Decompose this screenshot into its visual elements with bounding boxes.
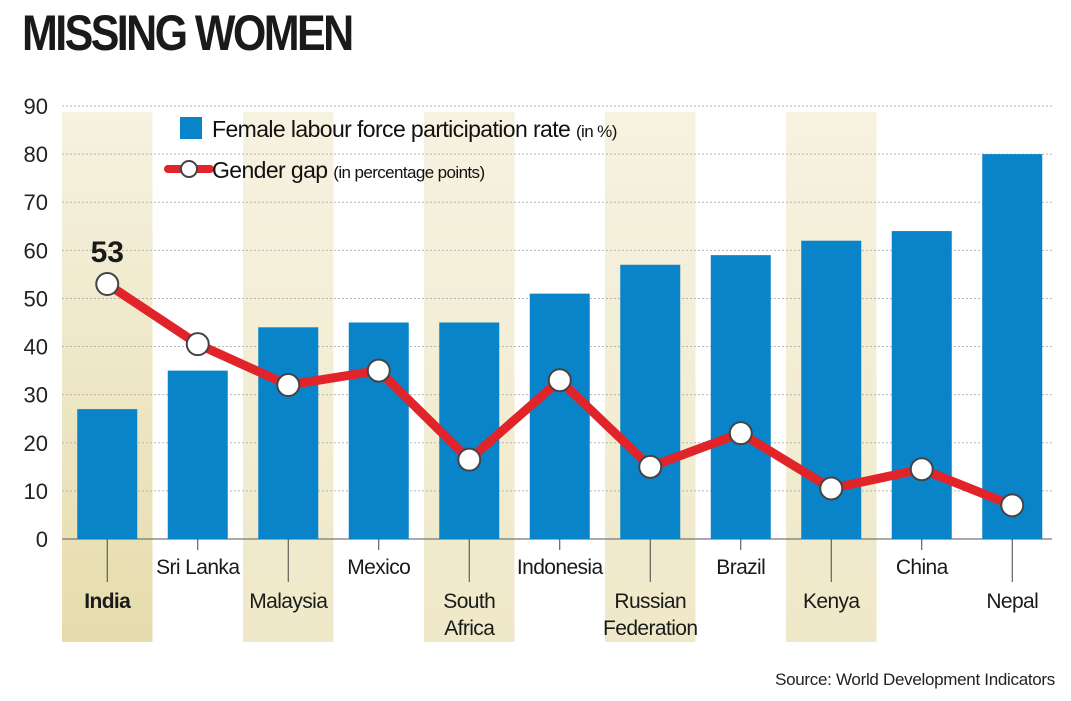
y-tick-label: 90 xyxy=(24,94,48,119)
data-label-nepal: 7 xyxy=(1004,457,1021,490)
y-tick-label: 40 xyxy=(24,335,48,360)
y-tick-label: 30 xyxy=(24,383,48,408)
x-tick-label-nepal: Nepal xyxy=(986,590,1038,613)
gap-point-kenya xyxy=(819,476,844,501)
bar-india xyxy=(77,409,138,539)
bar-south-africa xyxy=(439,322,500,539)
gap-point-india xyxy=(95,272,120,297)
bars xyxy=(77,154,1043,540)
bar-china xyxy=(891,231,952,540)
x-tick-label-south-africa: Africa xyxy=(444,617,495,640)
bar-russian-federation xyxy=(620,264,681,539)
gap-point-mexico xyxy=(366,358,391,383)
y-tick-label: 20 xyxy=(24,431,48,456)
gap-point-china xyxy=(909,457,934,482)
bar-malaysia xyxy=(258,327,319,539)
x-tick-label-russian-federation: Federation xyxy=(603,617,697,640)
x-tick-label-mexico: Mexico xyxy=(347,556,410,579)
legend-line-label: Gender gap (in percentage points) xyxy=(212,157,485,183)
legend-line-unit: (in percentage points) xyxy=(333,163,484,182)
y-tick-label: 10 xyxy=(24,479,48,504)
x-tick-label-malaysia: Malaysia xyxy=(249,590,328,613)
x-tick-label-india: India xyxy=(84,590,131,613)
bar-indonesia xyxy=(529,293,590,539)
x-tick-label-south-africa: South xyxy=(443,590,495,613)
y-axis-ticks: 0 10 20 30 40 50 60 70 80 90 xyxy=(24,94,48,552)
y-tick-label: 70 xyxy=(24,190,48,215)
legend-bar-label: Female labour force participation rate (… xyxy=(212,116,617,142)
y-tick-label: 80 xyxy=(24,142,48,167)
legend: Female labour force participation rate (… xyxy=(164,116,617,183)
chart-title: MISSING WOMEN xyxy=(22,5,354,61)
x-tick-label-brazil: Brazil xyxy=(716,556,765,579)
gap-point-malaysia xyxy=(276,373,301,398)
y-tick-label: 60 xyxy=(24,238,48,263)
bar-nepal xyxy=(982,154,1043,539)
x-tick-label-sri-lanka: Sri Lanka xyxy=(156,556,240,579)
gap-point-sri-lanka xyxy=(185,332,210,357)
x-tick-label-indonesia: Indonesia xyxy=(517,556,604,579)
x-tick-label-china: China xyxy=(896,556,949,579)
source-note: Source: World Development Indicators xyxy=(775,670,1055,689)
gender-gap-line: 53 7 xyxy=(91,236,1025,518)
gap-point-indonesia xyxy=(547,368,572,393)
bar-mexico xyxy=(348,322,409,539)
gap-point-south-africa xyxy=(457,447,482,472)
x-tick-label-russian-federation: Russian xyxy=(614,590,686,613)
legend-line-name: Gender gap xyxy=(212,157,333,183)
x-tick-label-kenya: Kenya xyxy=(803,590,860,613)
gap-point-brazil xyxy=(728,421,753,446)
bar-sri-lanka xyxy=(167,370,228,539)
data-label-india: 53 xyxy=(91,236,124,269)
legend-bar-unit: (in %) xyxy=(576,122,617,141)
gap-point-nepal xyxy=(1000,493,1025,518)
y-tick-label: 50 xyxy=(24,286,48,311)
gap-point-russian-federation xyxy=(638,454,663,479)
y-tick-label: 0 xyxy=(36,527,48,552)
legend-line-marker xyxy=(180,160,198,178)
x-axis-labels: India Sri Lanka Malaysia Mexico South Africa I… xyxy=(84,539,1039,640)
legend-bar-swatch xyxy=(180,117,202,139)
legend-bar-name: Female labour force participation rate xyxy=(212,116,576,142)
bar-brazil xyxy=(710,255,771,539)
